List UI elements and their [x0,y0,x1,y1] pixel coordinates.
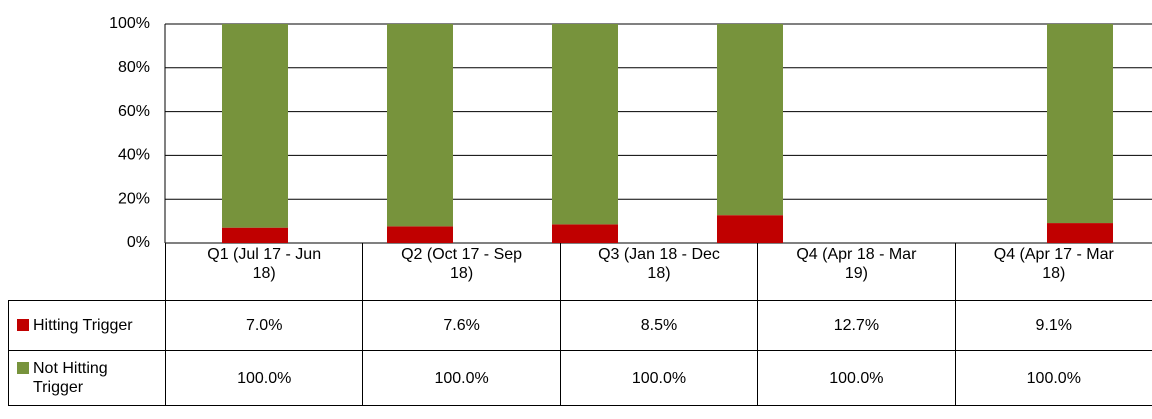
bar-segment [387,226,453,243]
bars [222,24,1113,243]
legend-item: Not Hitting Trigger [17,359,153,397]
table-value: 100.0% [757,350,956,406]
category-label: Q2 (Oct 17 - Sep 18) [362,243,561,301]
table-value: 9.1% [954,300,1152,351]
bar-segment [1047,223,1113,243]
category-label-text: Q4 (Apr 18 - Mar 19) [796,246,917,282]
table-value-text: 100.0% [631,369,687,387]
table-value: 100.0% [954,350,1152,406]
table-value-text: 9.1% [1035,317,1073,334]
y-tick-label: 40% [118,147,150,164]
y-tick-label: 60% [118,103,150,120]
y-tick-label: 20% [118,190,150,207]
table-value-text: 100.0% [1026,369,1081,387]
table-value: 7.0% [165,300,364,351]
table-value-text: 7.0% [245,317,283,334]
category-label: Q3 (Jan 18 - Dec 18) [559,243,759,301]
bar-segment [552,224,618,243]
category-label: Q4 (Apr 18 - Mar 19) [757,243,956,301]
bar-segment [222,227,288,243]
legend-label: Not Hitting Trigger [33,360,108,396]
bar-segment [717,215,783,243]
table-value: 100.0% [559,350,759,406]
table-value: 8.5% [559,300,759,351]
y-tick-label: 0% [127,234,150,251]
table-value-text: 8.5% [640,317,678,334]
bar-segment [387,24,453,227]
y-tick-label: 80% [118,59,150,76]
category-label-text: Q2 (Oct 17 - Sep 18) [401,246,523,282]
table-value-text: 12.7% [833,317,880,334]
legend-key [17,362,29,374]
table-value-text: 100.0% [237,369,292,387]
bar-segment [222,24,288,228]
legend-label: Hitting Trigger [33,317,133,334]
bar-segment [1047,24,1113,224]
legend-key [17,319,29,331]
legend-entry: Not Hitting Trigger [8,350,166,406]
table-value-text: 100.0% [434,369,489,387]
legend-entry: Hitting Trigger [8,300,166,351]
table-value-text: 100.0% [829,369,884,387]
table-value: 100.0% [362,350,561,406]
table-value-text: 7.6% [443,317,480,334]
category-label-text: Q1 (Jul 17 - Jun 18) [207,246,322,282]
bar-segment [552,24,618,225]
category-label-text: Q4 (Apr 17 - Mar 18) [993,246,1114,282]
table-value: 12.7% [757,300,956,351]
category-label-text: Q3 (Jan 18 - Dec 18) [598,246,720,282]
table-value: 100.0% [165,350,364,406]
category-label: Q1 (Jul 17 - Jun 18) [165,243,364,301]
category-label: Q4 (Apr 17 - Mar 18) [954,243,1152,301]
table-value: 7.6% [362,300,561,351]
legend-item: Hitting Trigger [17,316,153,335]
bar-segment [717,24,783,216]
y-tick-label: 100% [109,15,150,32]
